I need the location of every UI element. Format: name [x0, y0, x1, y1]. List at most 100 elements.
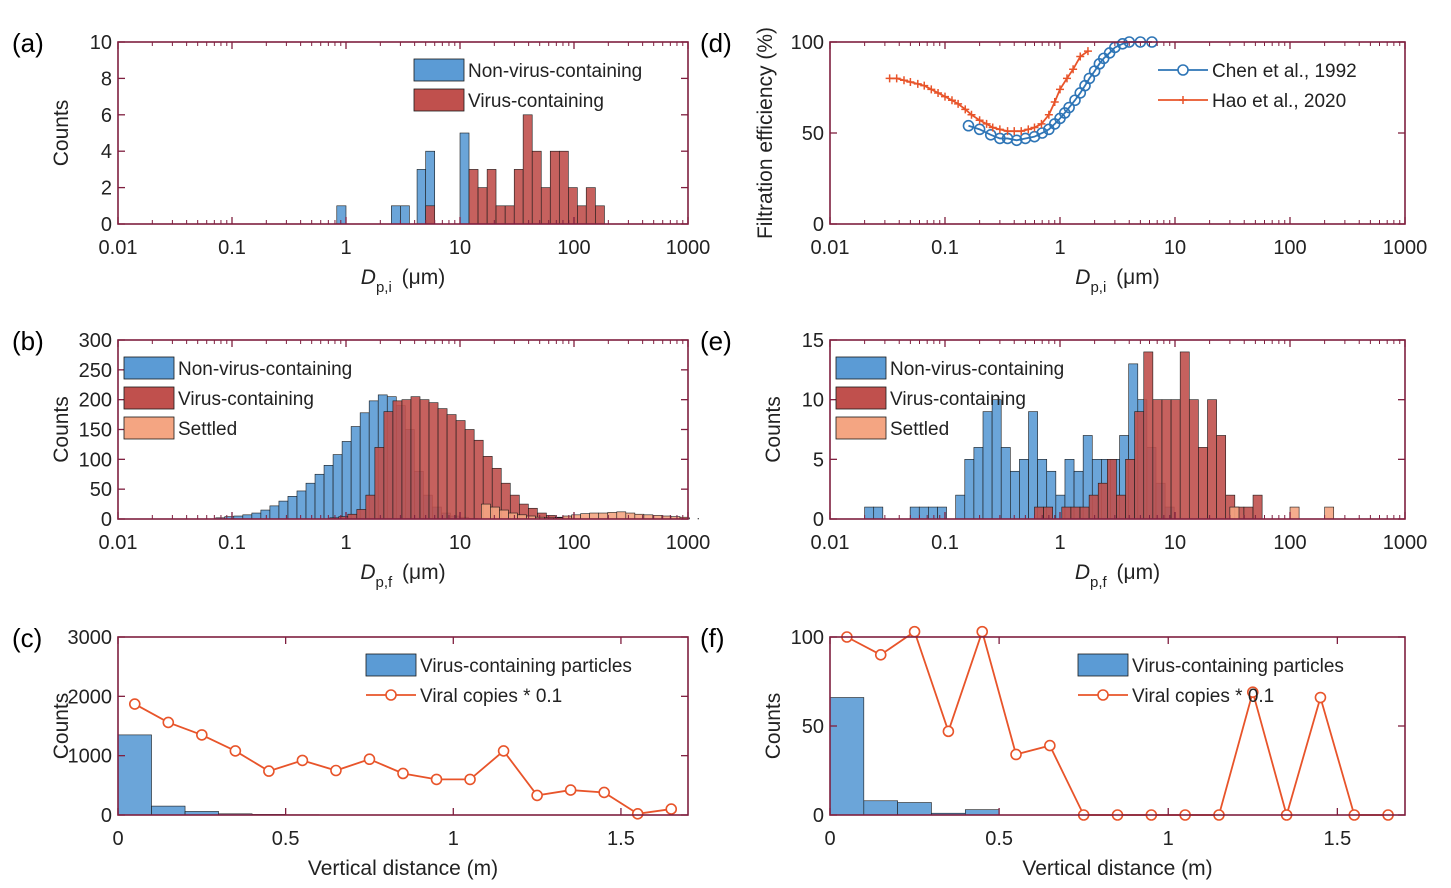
y-tick-label: 100	[791, 32, 824, 54]
chen-point	[1036, 127, 1048, 139]
y-tick-label: 100	[79, 449, 112, 471]
virus-bar	[365, 494, 376, 520]
x-tick-label: 1000	[666, 237, 711, 259]
virus-bar	[455, 420, 466, 520]
x-ticks: 0 0.5 1 1.5	[824, 637, 1351, 850]
hao-point	[885, 74, 894, 83]
legend-swatch	[835, 416, 887, 440]
virus-bar	[374, 447, 385, 520]
x-tick-label: 1	[1163, 828, 1174, 850]
virus-bar	[1097, 482, 1108, 520]
y-ticks: 0 50 100	[791, 32, 1405, 236]
legend-swatch	[123, 386, 175, 410]
legend-swatch	[123, 416, 175, 440]
viral-copies-point	[1044, 739, 1056, 752]
legend: Virus-containing particles Viral copies *…	[365, 653, 632, 707]
count-bar	[897, 802, 932, 816]
viral-copies-point	[196, 729, 208, 741]
settled-bar	[490, 506, 500, 520]
hao-point	[899, 76, 908, 85]
nonvirus-bar	[400, 205, 410, 225]
legend: Non-virus-containing Virus-containing	[413, 58, 642, 112]
legend-marker	[1177, 64, 1189, 76]
viral-copies-point	[1314, 691, 1327, 704]
legend-label: Virus-containing	[890, 389, 1026, 410]
x-tick-label: 1	[1054, 237, 1065, 259]
x-tick-label: 10	[1164, 532, 1186, 554]
x-tick-label: 0.01	[811, 532, 850, 554]
x-tick-label: 0.1	[931, 237, 959, 259]
virus-bar	[1125, 459, 1135, 520]
virus-bar	[1216, 435, 1227, 520]
hao-point	[906, 78, 915, 87]
viral-copies-line	[134, 703, 672, 815]
hao-point	[1010, 127, 1019, 136]
virus-bar	[1161, 399, 1172, 520]
y-tick-label: 10	[90, 32, 112, 54]
x-label-subscript: p,i	[1090, 279, 1106, 296]
virus-bar	[495, 205, 506, 225]
axes-frame	[117, 636, 689, 816]
nonvirus-bar	[336, 205, 347, 225]
x-tick-label: 0.1	[218, 532, 246, 554]
y-ticks: 0 2 4 6 8 10	[90, 32, 688, 236]
legend-label: Virus-containing particles	[1132, 656, 1344, 677]
hao-point	[1030, 123, 1039, 132]
x-tick-label: 1	[340, 532, 351, 554]
hao-point	[947, 96, 956, 105]
y-axis-label: Counts	[50, 693, 73, 760]
x-tick-label: 10	[449, 237, 471, 259]
virus-bar	[1198, 447, 1208, 520]
x-axis-label: Dp,f (μm)	[1075, 561, 1160, 591]
hao-point	[1037, 119, 1046, 128]
virus-bar	[540, 187, 551, 225]
count-bar	[151, 805, 186, 816]
plot-area	[885, 36, 1158, 147]
hao-point	[967, 110, 976, 119]
viral-copies-point	[397, 767, 409, 780]
viral-copies-point	[1246, 686, 1259, 698]
viral-copies-point	[665, 803, 678, 815]
x-tick-label: 1000	[1383, 532, 1428, 554]
count-bar	[829, 697, 865, 816]
x-axis-label: Dp,i (μm)	[361, 266, 445, 296]
nonvirus-bar	[332, 454, 343, 520]
y-tick-label: 0	[101, 509, 112, 531]
panel-f: (f) 0 0.5 1 1.5 0 50 100 Vertical distance (m) Co…	[700, 623, 1406, 880]
x-tick-label: 1000	[666, 532, 711, 554]
x-tick-label: 0.5	[985, 828, 1013, 850]
legend-marker	[1179, 96, 1187, 104]
hao-point	[1044, 110, 1053, 119]
viral-copies-point	[229, 745, 242, 757]
viral-copies-point	[598, 786, 610, 799]
x-label-symbol: D	[360, 561, 375, 584]
x-axis-label: Dp,i (μm)	[1075, 266, 1159, 296]
nonvirus-bar	[269, 505, 280, 520]
x-tick-label: 10	[1164, 237, 1186, 259]
panel-label: (d)	[700, 28, 732, 58]
legend-swatch	[413, 58, 465, 82]
virus-bar	[549, 150, 560, 225]
settled-bar	[499, 509, 509, 520]
x-axis-label: Vertical distance (m)	[308, 857, 498, 880]
nonvirus-bar	[982, 411, 993, 520]
virus-bar	[464, 429, 475, 520]
y-ticks: 0 50 100 150 200 250 300	[79, 330, 688, 531]
hao-point	[892, 74, 901, 83]
virus-bar	[1088, 494, 1099, 520]
x-tick-label: 100	[1273, 532, 1306, 554]
hao-point	[975, 116, 984, 125]
panel-label: (f)	[700, 623, 725, 653]
viral-copies-point	[296, 754, 309, 767]
hao-point	[982, 119, 991, 128]
legend-label: Chen et al., 1992	[1212, 61, 1357, 82]
y-tick-label: 4	[101, 141, 112, 163]
nonvirus-bar	[287, 496, 298, 520]
x-label-subscript: p,f	[1090, 574, 1108, 591]
hao-point	[1062, 74, 1071, 83]
y-ticks: 0 5 10 15	[802, 330, 1405, 531]
x-tick-label: 0.5	[272, 828, 300, 850]
x-tick-label: 1000	[1383, 237, 1428, 259]
chen-point	[1010, 134, 1023, 147]
